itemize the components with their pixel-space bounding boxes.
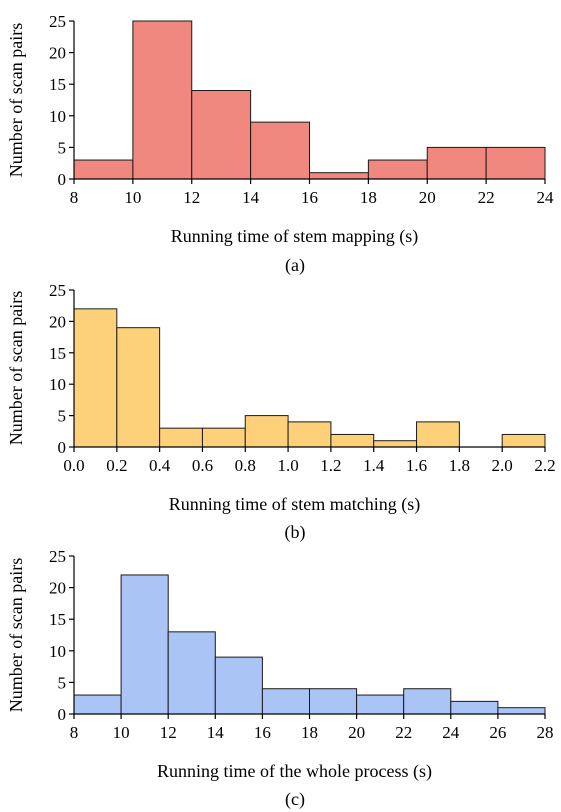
y-tick-label: 15 xyxy=(49,610,66,629)
histogram-bar xyxy=(501,433,546,448)
x-tick-label: 1.8 xyxy=(449,456,470,475)
y-tick-label: 5 xyxy=(58,407,67,426)
histogram-bar xyxy=(167,631,216,715)
y-axis-label: Number of scan pairs xyxy=(6,23,26,177)
y-tick-label: 15 xyxy=(49,344,66,363)
x-axis-label: Running time of stem matching (s) xyxy=(169,494,420,515)
histogram-bar xyxy=(309,172,369,180)
x-tick-label: 12 xyxy=(183,188,200,207)
histogram-bar xyxy=(287,421,332,448)
x-tick-label: 8 xyxy=(70,723,79,742)
histogram-panel-0: 0 5 10 15 20 25 8 10 12 14 16 18 20 22 24 Running time … xyxy=(6,12,554,276)
y-tick-label: 20 xyxy=(49,44,66,63)
x-tick-label: 0.6 xyxy=(192,456,213,475)
y-tick-label: 20 xyxy=(49,579,66,598)
histogram-bar xyxy=(330,433,375,448)
y-tick-label: 25 xyxy=(49,12,66,31)
histogram-bar xyxy=(214,656,263,715)
x-tick-label: 14 xyxy=(242,188,260,207)
x-tick-label: 28 xyxy=(537,723,554,742)
y-tick-label: 10 xyxy=(49,375,66,394)
histogram-bar xyxy=(191,90,252,180)
x-tick-label: 1.4 xyxy=(363,456,385,475)
y-tick-label: 25 xyxy=(49,547,66,566)
x-tick-label: 20 xyxy=(348,723,365,742)
histogram-panel-2: 0 5 10 15 20 25 8 10 12 14 16 18 20 22 24 26 28 Running t… xyxy=(6,547,554,810)
y-tick-label: 10 xyxy=(49,642,66,661)
x-tick-label: 8 xyxy=(70,188,79,207)
x-tick-label: 16 xyxy=(254,723,271,742)
x-tick-label: 2.2 xyxy=(534,456,555,475)
histogram-bar xyxy=(201,427,246,448)
histogram-bar xyxy=(485,146,546,180)
x-tick-label: 16 xyxy=(301,188,318,207)
y-tick-label: 15 xyxy=(49,75,66,94)
x-tick-label: 24 xyxy=(442,723,460,742)
x-tick-label: 22 xyxy=(395,723,412,742)
y-tick-label: 5 xyxy=(58,138,67,157)
histogram-bar xyxy=(244,415,289,448)
y-tick-label: 0 xyxy=(58,438,67,457)
y-tick-label: 5 xyxy=(58,673,67,692)
histogram-bar xyxy=(367,159,428,180)
histogram-bar xyxy=(73,694,122,715)
histogram-bar xyxy=(416,421,460,448)
x-tick-label: 1.2 xyxy=(320,456,341,475)
x-axis-label: Running time of stem mapping (s) xyxy=(171,226,418,247)
x-tick-label: 0.4 xyxy=(149,456,171,475)
histogram-bar xyxy=(159,427,203,448)
x-tick-label: 0.2 xyxy=(106,456,127,475)
histogram-bar xyxy=(116,327,161,448)
histogram-bar xyxy=(450,700,499,715)
x-tick-label: 10 xyxy=(124,188,141,207)
panel-caption: (a) xyxy=(285,255,305,276)
histogram-bar xyxy=(373,440,418,448)
histogram-bar xyxy=(261,688,310,715)
y-tick-label: 25 xyxy=(49,281,66,300)
y-tick-label: 0 xyxy=(58,705,67,724)
x-tick-label: 0.8 xyxy=(235,456,256,475)
panel-caption: (b) xyxy=(285,522,306,543)
x-tick-label: 18 xyxy=(360,188,377,207)
y-tick-label: 0 xyxy=(58,170,67,189)
y-tick-label: 20 xyxy=(49,312,66,331)
histogram-bar xyxy=(403,688,452,715)
x-tick-label: 22 xyxy=(478,188,495,207)
histogram-panel-1: 0 5 10 15 20 25 0.0 0.2 0.4 0.6 0.8 1.0 1.2 1.4 1.6 1.8… xyxy=(6,281,556,543)
x-tick-label: 20 xyxy=(419,188,436,207)
x-tick-label: 18 xyxy=(301,723,318,742)
histogram-bar xyxy=(73,308,118,448)
x-tick-label: 0.0 xyxy=(63,456,84,475)
x-tick-label: 1.0 xyxy=(277,456,298,475)
histogram-bar xyxy=(73,159,134,180)
x-tick-label: 24 xyxy=(537,188,555,207)
x-axis-label: Running time of the whole process (s) xyxy=(157,761,432,782)
histogram-bar xyxy=(497,707,546,715)
x-tick-label: 10 xyxy=(113,723,130,742)
y-tick-label: 10 xyxy=(49,107,66,126)
x-tick-label: 2.0 xyxy=(492,456,513,475)
histogram-bar xyxy=(120,574,169,715)
y-axis-label: Number of scan pairs xyxy=(6,558,26,712)
histogram-bar xyxy=(309,688,358,715)
histogram-bar xyxy=(356,694,405,715)
x-tick-label: 14 xyxy=(207,723,225,742)
x-tick-label: 1.6 xyxy=(406,456,427,475)
histogram-bar xyxy=(250,121,310,180)
histogram-bar xyxy=(426,146,487,180)
histogram-bar xyxy=(132,20,193,180)
x-tick-label: 26 xyxy=(489,723,506,742)
x-tick-label: 12 xyxy=(160,723,177,742)
y-axis-label: Number of scan pairs xyxy=(6,291,26,445)
panel-caption: (c) xyxy=(285,789,305,810)
